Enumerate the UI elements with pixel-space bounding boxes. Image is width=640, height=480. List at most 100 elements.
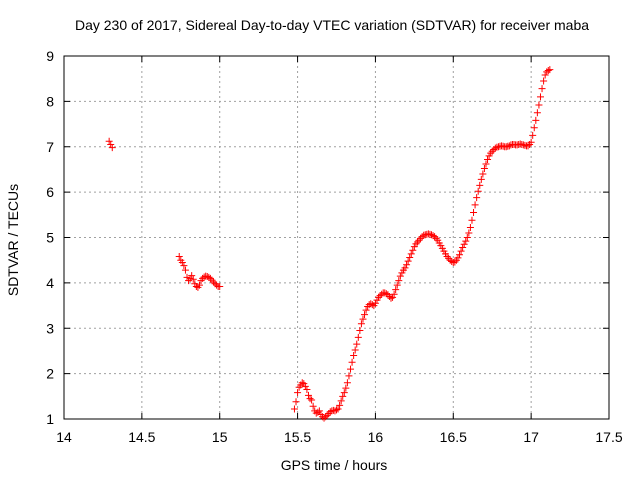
data-point: [371, 299, 379, 307]
data-point: [480, 165, 488, 173]
data-point: [331, 407, 339, 415]
data-point: [343, 379, 351, 387]
y-tick-label: 7: [46, 139, 54, 155]
data-point: [339, 392, 347, 400]
data-point: [530, 124, 538, 132]
x-tick-labels: 14 14.5 15 15.5 16 16.5 17 17.5: [56, 429, 623, 445]
data-point: [304, 391, 312, 399]
data-point: [395, 277, 403, 285]
data-point: [529, 131, 537, 139]
data-point: [427, 231, 435, 239]
data-point: [206, 274, 214, 282]
y-tick-label: 8: [46, 93, 54, 109]
data-point: [105, 137, 113, 145]
data-point: [465, 229, 473, 237]
data-point: [375, 293, 383, 301]
data-point: [432, 234, 440, 242]
y-tick-label: 2: [46, 366, 54, 382]
data-point: [532, 116, 540, 124]
data-point: [315, 407, 323, 415]
y-tick-label: 9: [46, 48, 54, 64]
data-point: [183, 273, 191, 281]
data-point: [107, 140, 115, 148]
data-point: [345, 372, 353, 380]
data-point: [216, 283, 224, 291]
data-point: [357, 320, 365, 328]
data-point: [350, 351, 358, 359]
data-point: [208, 276, 216, 284]
data-point: [203, 273, 211, 281]
data-point: [505, 142, 513, 150]
data-point: [412, 240, 420, 248]
data-point: [322, 413, 330, 421]
data-point: [393, 281, 401, 289]
x-tick-label: 14.5: [128, 429, 155, 445]
data-point: [189, 275, 197, 283]
data-point: [445, 254, 453, 262]
data-point: [294, 389, 302, 397]
data-point: [175, 253, 183, 261]
data-point: [491, 144, 499, 152]
data-point: [387, 294, 395, 302]
data-point: [484, 155, 492, 163]
y-tick-label: 1: [46, 411, 54, 427]
data-point: [333, 406, 340, 414]
data-point: [353, 340, 361, 348]
data-point: [474, 187, 482, 195]
data-point: [336, 401, 344, 409]
data-point: [308, 396, 316, 404]
data-point: [404, 257, 412, 265]
data-point: [290, 405, 298, 413]
data-point: [368, 301, 376, 309]
x-axis-label: GPS time / hours: [281, 457, 388, 473]
x-tick-label: 17.5: [595, 429, 622, 445]
data-point: [407, 250, 415, 258]
data-point: [326, 408, 334, 416]
data-point: [178, 258, 186, 266]
data-point: [181, 266, 189, 274]
data-point: [479, 170, 487, 178]
data-point: [417, 234, 425, 242]
data-point: [546, 66, 554, 74]
data-point: [306, 395, 314, 403]
x-tick-label: 16: [368, 429, 384, 445]
data-point: [384, 291, 392, 299]
chart-title: Day 230 of 2017, Sidereal Day-to-day VTE…: [75, 17, 589, 33]
x-tick-label: 14: [56, 429, 72, 445]
data-point: [538, 85, 546, 93]
data-point: [180, 262, 188, 270]
data-point: [188, 272, 196, 280]
data-point: [524, 142, 532, 150]
y-tick-label: 5: [46, 230, 54, 246]
data-point: [303, 386, 311, 394]
data-point: [415, 236, 423, 244]
data-point: [192, 283, 200, 291]
data-point: [406, 253, 414, 261]
data-point: [298, 379, 306, 387]
data-point: [459, 243, 467, 251]
data-point: [361, 311, 369, 319]
data-point: [351, 346, 359, 354]
data-point: [362, 306, 370, 314]
data-point: [292, 398, 300, 406]
data-point: [381, 289, 389, 297]
data-point: [342, 384, 350, 392]
data-point: [466, 224, 474, 232]
data-points: [105, 66, 554, 422]
data-point: [409, 246, 417, 254]
x-tick-label: 16.5: [440, 429, 467, 445]
data-point: [390, 290, 398, 298]
data-point: [487, 149, 495, 157]
data-point: [340, 389, 348, 397]
data-point: [540, 77, 548, 85]
data-point: [195, 281, 203, 289]
data-point: [392, 286, 400, 294]
data-point: [462, 237, 470, 245]
data-point: [454, 254, 462, 262]
y-axis-label: SDTVAR / TECUs: [5, 184, 21, 296]
data-point: [457, 247, 465, 255]
data-point: [413, 238, 421, 246]
y-tick-label: 4: [46, 275, 54, 291]
data-point: [337, 397, 345, 405]
